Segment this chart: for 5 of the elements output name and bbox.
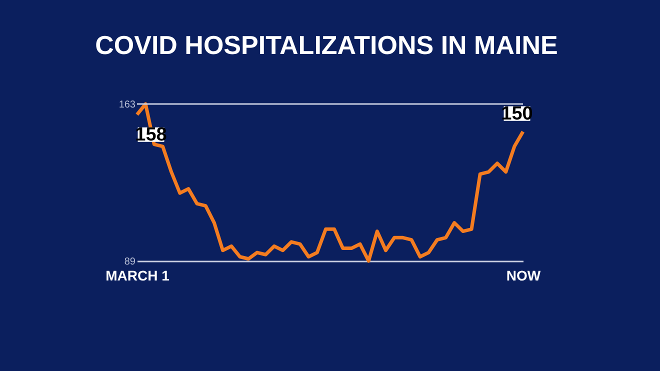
x-tick-label: MARCH 1 — [106, 268, 170, 284]
y-tick-label: 163 — [118, 100, 136, 110]
chart-title: COVID HOSPITALIZATIONS IN MAINE — [95, 30, 558, 60]
y-tick-label: 89 — [124, 256, 136, 268]
x-tick-label: NOW — [506, 268, 542, 284]
